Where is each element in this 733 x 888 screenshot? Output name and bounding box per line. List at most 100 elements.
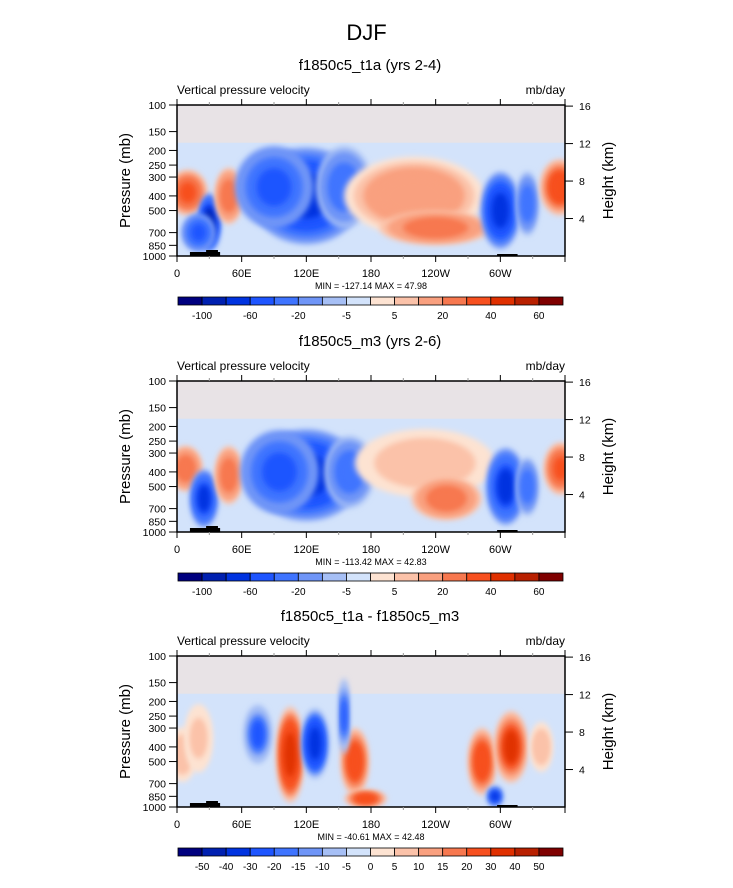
- y-tick-label: 500: [148, 482, 166, 494]
- colorbar-label: -30: [243, 862, 258, 873]
- min-max-stats: MIN = -40.61 MAX = 42.48: [317, 832, 424, 842]
- contour-blob: [430, 488, 463, 509]
- y-tick-label: 850: [148, 791, 166, 803]
- right-string: mb/day: [526, 634, 565, 648]
- colorbar-box: [177, 847, 203, 857]
- contour-blob: [503, 730, 519, 764]
- colorbar-box: [466, 847, 492, 857]
- y-tick-label: 400: [148, 742, 166, 754]
- colorbar-box: [249, 296, 275, 306]
- colorbar-label: -60: [243, 587, 258, 598]
- contour-blob: [197, 485, 211, 512]
- contour-blob: [550, 174, 565, 201]
- right-string: mb/day: [526, 83, 565, 97]
- contour-blob: [496, 468, 515, 505]
- colorbar-box: [297, 847, 323, 857]
- colorbar-box: [249, 847, 275, 857]
- colorbar-label: 40: [485, 587, 497, 598]
- y-right-tick-label: 4: [579, 490, 585, 502]
- y-tick-label: 250: [148, 436, 166, 448]
- colorbar-box: [321, 296, 347, 306]
- colorbar-box: [538, 296, 564, 306]
- contour-blob: [251, 720, 265, 749]
- y-tick-label: 100: [148, 651, 166, 663]
- y-right-tick-label: 16: [579, 377, 591, 389]
- y-right-tick-label: 12: [579, 139, 591, 151]
- y-axis-label: Pressure (mb): [117, 409, 134, 504]
- colorbar-label: 10: [413, 862, 425, 873]
- x-tick-label: 60E: [232, 819, 252, 831]
- colorbar-label: -20: [291, 587, 306, 598]
- colorbar-box: [418, 296, 444, 306]
- colorbar-box: [394, 572, 420, 582]
- contour-blob: [356, 794, 375, 803]
- y-tick-label: 150: [148, 127, 166, 139]
- colorbar-label: 5: [392, 587, 398, 598]
- colorbar-label: 0: [368, 862, 374, 873]
- colorbar-box: [418, 847, 444, 857]
- topography: [206, 801, 218, 807]
- contour-blob: [191, 223, 207, 242]
- x-tick-label: 0: [174, 268, 180, 280]
- colorbar-label: 20: [437, 311, 449, 322]
- x-tick-label: 60W: [489, 819, 512, 831]
- colorbar-box: [514, 847, 540, 857]
- y-tick-label: 200: [148, 696, 166, 708]
- contour-blob: [283, 732, 297, 778]
- contour-blob: [382, 177, 446, 215]
- colorbar-box: [225, 847, 251, 857]
- y-tick-label: 200: [148, 145, 166, 157]
- contour-blob: [341, 698, 347, 734]
- colorbar-label: 40: [485, 311, 497, 322]
- colorbar-label: 60: [533, 311, 545, 322]
- contour-blob: [522, 472, 533, 501]
- colorbar-box: [297, 572, 323, 582]
- colorbar-label: 50: [533, 862, 545, 873]
- y-tick-label: 300: [148, 172, 166, 184]
- contour-blob: [261, 452, 297, 492]
- y-right-axis-label: Height (km): [600, 142, 617, 220]
- colorbar-box: [490, 296, 516, 306]
- x-tick-label: 120E: [293, 819, 319, 831]
- colorbar-label: -15: [291, 862, 306, 873]
- panel-2: f1850c5_m3 (yrs 2-6) Vertical pressure ve…: [117, 333, 617, 598]
- y-right-axis-label: Height (km): [600, 693, 617, 771]
- panel-1: f1850c5_t1a (yrs 2-4) Vertical pressure v…: [117, 57, 617, 322]
- colorbar: -100 -60 -20 -5 5 20 40 60: [177, 572, 564, 598]
- contour-blob: [393, 447, 457, 480]
- colorbar-box: [346, 572, 371, 582]
- colorbar-box: [225, 296, 251, 306]
- colorbar-box: [201, 847, 227, 857]
- y-tick-label: 400: [148, 191, 166, 203]
- y-tick-label: 700: [148, 779, 166, 791]
- y-tick-label: 250: [148, 711, 166, 723]
- colorbar-label: 40: [509, 862, 521, 873]
- colorbar-box: [346, 847, 371, 857]
- min-max-stats: MIN = -113.42 MAX = 42.83: [315, 557, 426, 567]
- colorbar-label: -20: [291, 311, 306, 322]
- y-tick-label: 700: [148, 504, 166, 516]
- contour-blob: [536, 735, 547, 759]
- topography: [206, 526, 218, 532]
- colorbar-box: [490, 572, 516, 582]
- contour-blob: [179, 181, 197, 204]
- left-string: Vertical pressure velocity: [177, 634, 310, 648]
- topography: [189, 528, 221, 532]
- colorbar-label: 20: [437, 587, 449, 598]
- y-right-tick-label: 16: [579, 101, 591, 113]
- contour-blob: [192, 722, 205, 755]
- contour-blob: [553, 456, 565, 481]
- colorbar-box: [297, 296, 323, 306]
- y-tick-label: 500: [148, 757, 166, 769]
- colorbar-box: [273, 572, 299, 582]
- colorbar: -50 -40 -30 -20 -15 -10 -5 0 5 10 15 20 30 40 50: [177, 847, 564, 873]
- x-tick-label: 60E: [232, 544, 252, 556]
- min-max-stats: MIN = -127.14 MAX = 47.98: [315, 281, 427, 291]
- colorbar-label: -5: [342, 311, 351, 322]
- colorbar-label: 20: [461, 862, 473, 873]
- y-tick-label: 300: [148, 723, 166, 735]
- colorbar-label: -100: [192, 587, 212, 598]
- colorbar-label: -60: [243, 311, 258, 322]
- colorbar-box: [418, 572, 444, 582]
- x-tick-label: 120W: [421, 268, 450, 280]
